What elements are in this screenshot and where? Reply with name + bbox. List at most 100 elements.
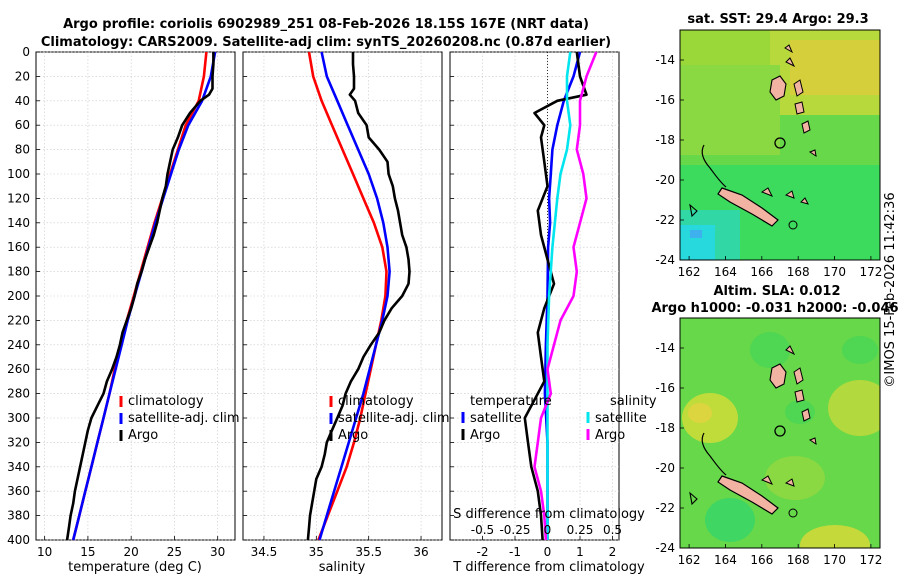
sla-map-subtitle: Argo h1000: -0.031 h2000: -0.046 bbox=[651, 301, 898, 316]
depth-tick-label: 280 bbox=[7, 387, 30, 401]
x-tick-label: 10 bbox=[37, 545, 52, 559]
depth-tick-label: 400 bbox=[7, 533, 30, 547]
map-lon-tick-label: 166 bbox=[750, 553, 773, 567]
temperature-legend: climatology satellite-adj. clim Argo bbox=[119, 394, 240, 443]
legend-title-temperature: temperature bbox=[470, 394, 552, 409]
s-difference-axis-label: S difference from climatology bbox=[453, 507, 645, 522]
legend-label-t-argo: Argo bbox=[470, 428, 500, 443]
salinity-legend: climatology satellite-adj. clim Argo bbox=[329, 394, 450, 443]
temperature-axis-label: temperature (deg C) bbox=[68, 560, 202, 575]
x-tick-label: 36 bbox=[413, 545, 428, 559]
legend-label-argo: Argo bbox=[338, 428, 368, 443]
map-lat-tick-label: -14 bbox=[655, 341, 675, 355]
depth-tick-label: 180 bbox=[7, 265, 30, 279]
sst-map-title: sat. SST: 29.4 Argo: 29.3 bbox=[687, 12, 868, 27]
map-lon-tick-label: 166 bbox=[750, 265, 773, 279]
legend-title-salinity: salinity bbox=[610, 394, 657, 409]
x-tick-label: 20 bbox=[124, 545, 139, 559]
x-tick-label: -2 bbox=[477, 545, 489, 559]
depth-tick-label: 320 bbox=[7, 435, 30, 449]
map-lat-tick-label: -24 bbox=[655, 253, 675, 267]
sla-map bbox=[680, 318, 880, 548]
map-lat-tick-label: -18 bbox=[655, 421, 675, 435]
depth-tick-label: 80 bbox=[15, 143, 30, 157]
s-tick-label: 0.5 bbox=[603, 523, 622, 537]
legend-label-climatology: climatology bbox=[338, 394, 414, 409]
legend-label-s-argo: Argo bbox=[595, 428, 625, 443]
legend-label-satellite: satellite-adj. clim bbox=[338, 411, 450, 426]
new-caledonia-island bbox=[689, 432, 798, 518]
map-lat-tick-label: -14 bbox=[655, 53, 675, 67]
depth-tick-label: 160 bbox=[7, 240, 30, 254]
figure-title-line2: Climatology: CARS2009. Satellite-adj cli… bbox=[41, 35, 611, 50]
depth-tick-label: 100 bbox=[7, 167, 30, 181]
legend-label-climatology: climatology bbox=[128, 394, 204, 409]
s-tick-label: 0 bbox=[544, 523, 552, 537]
series-line-argo bbox=[65, 52, 215, 541]
map-lat-tick-label: -16 bbox=[655, 381, 675, 395]
argo-float-position-marker bbox=[774, 425, 786, 437]
x-tick-label: 34.5 bbox=[251, 545, 278, 559]
map-lon-tick-label: 164 bbox=[714, 265, 737, 279]
vanuatu-islands bbox=[769, 345, 817, 446]
x-tick-label: 1 bbox=[576, 545, 584, 559]
legend-label-satellite: satellite-adj. clim bbox=[128, 411, 240, 426]
sst-map bbox=[680, 30, 880, 260]
depth-tick-label: 200 bbox=[7, 289, 30, 303]
x-tick-label: 15 bbox=[80, 545, 95, 559]
x-tick-label: 0 bbox=[544, 545, 552, 559]
map-lon-tick-label: 170 bbox=[823, 265, 846, 279]
t-difference-axis-label: T difference from climatology bbox=[452, 560, 645, 575]
depth-tick-label: 0 bbox=[22, 45, 30, 59]
map-lat-tick-label: -22 bbox=[655, 501, 675, 515]
imos-credit: ©IMOS 15-Feb-2026 11:42:36 bbox=[883, 192, 898, 387]
x-tick-label: 35.5 bbox=[355, 545, 382, 559]
legend-label-argo: Argo bbox=[128, 428, 158, 443]
x-tick-label: 35 bbox=[309, 545, 324, 559]
s-tick-label: 0.25 bbox=[567, 523, 594, 537]
depth-tick-label: 240 bbox=[7, 338, 30, 352]
depth-tick-label: 20 bbox=[15, 69, 30, 83]
sla-map-frame bbox=[679, 317, 881, 549]
map-lon-tick-label: 172 bbox=[859, 553, 882, 567]
depth-tick-label: 380 bbox=[7, 509, 30, 523]
x-tick-label: -1 bbox=[509, 545, 521, 559]
legend-label-s-satellite: satellite bbox=[595, 411, 647, 426]
map-lon-tick-label: 168 bbox=[787, 553, 810, 567]
depth-tick-label: 60 bbox=[15, 118, 30, 132]
depth-tick-label: 300 bbox=[7, 411, 30, 425]
depth-tick-label: 260 bbox=[7, 362, 30, 376]
legend-label-t-satellite: satellite bbox=[470, 411, 522, 426]
map-lon-tick-label: 164 bbox=[714, 553, 737, 567]
series-line-argo bbox=[306, 52, 411, 541]
series-line-salinity-argo bbox=[533, 51, 598, 541]
s-tick-label: -0.25 bbox=[499, 523, 530, 537]
map-lat-tick-label: -18 bbox=[655, 133, 675, 147]
series-line-salinity-satellite bbox=[546, 51, 572, 540]
depth-tick-label: 120 bbox=[7, 191, 30, 205]
depth-tick-label: 220 bbox=[7, 313, 30, 327]
x-tick-label: 2 bbox=[609, 545, 617, 559]
sla-map-title: Altim. SLA: 0.012 bbox=[714, 284, 841, 299]
salinity-axis-label: salinity bbox=[319, 560, 366, 575]
map-lat-tick-label: -22 bbox=[655, 213, 675, 227]
map-lon-tick-label: 162 bbox=[678, 265, 701, 279]
argo-float-position-marker bbox=[774, 137, 786, 149]
map-lon-tick-label: 162 bbox=[678, 553, 701, 567]
depth-tick-label: 340 bbox=[7, 460, 30, 474]
map-lat-tick-label: -20 bbox=[655, 173, 675, 187]
series-line-satellite-adj-clim bbox=[318, 51, 391, 541]
s-tick-label: -0.5 bbox=[471, 523, 494, 537]
map-lat-tick-label: -20 bbox=[655, 461, 675, 475]
map-lon-tick-label: 170 bbox=[823, 553, 846, 567]
vanuatu-islands bbox=[769, 44, 817, 158]
new-caledonia-island bbox=[689, 144, 809, 230]
x-tick-label: 25 bbox=[167, 545, 182, 559]
map-lon-tick-label: 172 bbox=[859, 265, 882, 279]
x-tick-label: 30 bbox=[210, 545, 225, 559]
difference-legend: temperature salinity satellite Argo sate… bbox=[461, 394, 657, 443]
depth-tick-label: 140 bbox=[7, 216, 30, 230]
depth-tick-label: 360 bbox=[7, 484, 30, 498]
figure-title-line1: Argo profile: coriolis 6902989_251 08-Fe… bbox=[63, 17, 589, 32]
